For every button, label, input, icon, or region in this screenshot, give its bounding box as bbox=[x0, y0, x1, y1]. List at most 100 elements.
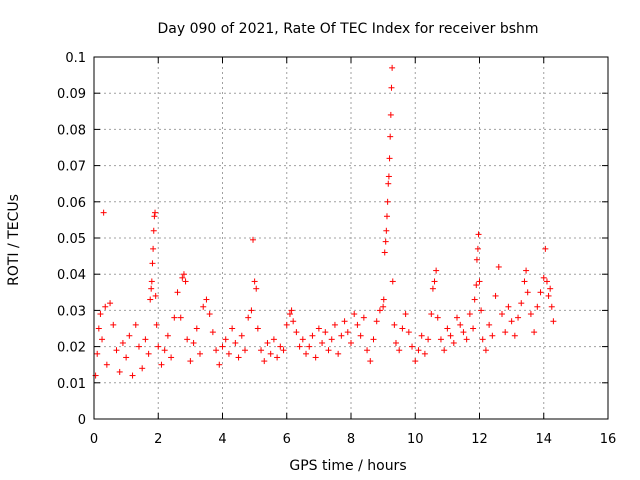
data-point bbox=[475, 231, 482, 238]
data-point bbox=[389, 278, 396, 285]
data-point bbox=[384, 198, 391, 205]
data-point bbox=[537, 289, 544, 296]
data-point bbox=[545, 292, 552, 299]
data-point bbox=[148, 285, 155, 292]
data-point bbox=[524, 289, 531, 296]
data-point bbox=[386, 155, 393, 162]
data-point bbox=[389, 64, 396, 71]
data-point bbox=[99, 336, 106, 343]
data-point bbox=[309, 332, 316, 339]
data-point bbox=[254, 325, 261, 332]
data-point bbox=[288, 307, 295, 314]
data-point bbox=[322, 329, 329, 336]
data-point bbox=[412, 358, 419, 365]
data-point bbox=[168, 354, 175, 361]
data-point bbox=[478, 307, 485, 314]
data-point bbox=[153, 321, 160, 328]
data-point bbox=[187, 358, 194, 365]
data-point bbox=[498, 311, 505, 318]
data-point bbox=[511, 332, 518, 339]
data-point bbox=[123, 354, 130, 361]
data-point bbox=[470, 325, 477, 332]
y-tick-label: 0.1 bbox=[65, 51, 86, 66]
data-point bbox=[534, 303, 541, 310]
data-point bbox=[293, 329, 300, 336]
x-axis-label: GPS time / hours bbox=[289, 458, 406, 474]
data-point bbox=[367, 358, 374, 365]
data-point bbox=[479, 336, 486, 343]
data-point bbox=[433, 267, 440, 274]
x-tick-label: 6 bbox=[283, 432, 291, 447]
data-point bbox=[521, 278, 528, 285]
data-point bbox=[253, 285, 260, 292]
data-point bbox=[95, 325, 102, 332]
data-point bbox=[444, 325, 451, 332]
y-tick-label: 0.02 bbox=[57, 341, 86, 356]
data-point bbox=[547, 285, 554, 292]
data-point bbox=[296, 343, 303, 350]
data-point bbox=[225, 350, 232, 357]
y-tick-label: 0 bbox=[78, 413, 86, 428]
data-point bbox=[382, 238, 389, 245]
data-point bbox=[209, 329, 216, 336]
data-point bbox=[328, 336, 335, 343]
data-point bbox=[482, 347, 489, 354]
data-point bbox=[286, 311, 293, 318]
data-point bbox=[431, 278, 438, 285]
data-point bbox=[454, 314, 461, 321]
data-point bbox=[132, 321, 139, 328]
data-point bbox=[312, 354, 319, 361]
y-tick-label: 0.01 bbox=[57, 377, 86, 392]
grid-lines bbox=[94, 57, 608, 419]
data-point bbox=[142, 336, 149, 343]
data-point bbox=[380, 303, 387, 310]
data-point bbox=[542, 245, 549, 252]
data-point bbox=[341, 318, 348, 325]
data-point bbox=[354, 321, 361, 328]
x-tick-label: 2 bbox=[154, 432, 162, 447]
data-point bbox=[177, 314, 184, 321]
data-point bbox=[505, 303, 512, 310]
data-point bbox=[200, 303, 207, 310]
data-point bbox=[466, 311, 473, 318]
data-point bbox=[495, 263, 502, 270]
data-point bbox=[373, 318, 380, 325]
data-point bbox=[460, 329, 467, 336]
data-point bbox=[325, 347, 332, 354]
data-point bbox=[197, 350, 204, 357]
data-point bbox=[550, 318, 557, 325]
data-point bbox=[179, 274, 186, 281]
data-point bbox=[331, 321, 338, 328]
data-point bbox=[151, 213, 158, 220]
data-point bbox=[543, 278, 550, 285]
chart-title: Day 090 of 2021, Rate Of TEC Index for r… bbox=[157, 21, 538, 37]
data-point bbox=[267, 350, 274, 357]
data-point bbox=[473, 256, 480, 263]
data-point bbox=[418, 332, 425, 339]
data-point bbox=[492, 292, 499, 299]
data-point bbox=[434, 314, 441, 321]
data-point bbox=[405, 329, 412, 336]
data-point bbox=[283, 321, 290, 328]
data-point bbox=[235, 354, 242, 361]
data-point bbox=[299, 336, 306, 343]
data-point bbox=[527, 311, 534, 318]
data-point bbox=[102, 303, 109, 310]
data-point bbox=[515, 314, 522, 321]
data-point bbox=[152, 292, 159, 299]
data-point bbox=[216, 361, 223, 368]
data-point bbox=[161, 347, 168, 354]
x-tick-label: 10 bbox=[407, 432, 424, 447]
data-point bbox=[335, 350, 342, 357]
data-point bbox=[387, 111, 394, 118]
data-point bbox=[150, 227, 157, 234]
data-point bbox=[548, 303, 555, 310]
data-point bbox=[441, 347, 448, 354]
y-tick-label: 0.03 bbox=[57, 304, 86, 319]
data-point bbox=[190, 339, 197, 346]
data-point bbox=[290, 318, 297, 325]
data-point bbox=[457, 321, 464, 328]
data-point bbox=[392, 339, 399, 346]
data-point bbox=[261, 358, 268, 365]
